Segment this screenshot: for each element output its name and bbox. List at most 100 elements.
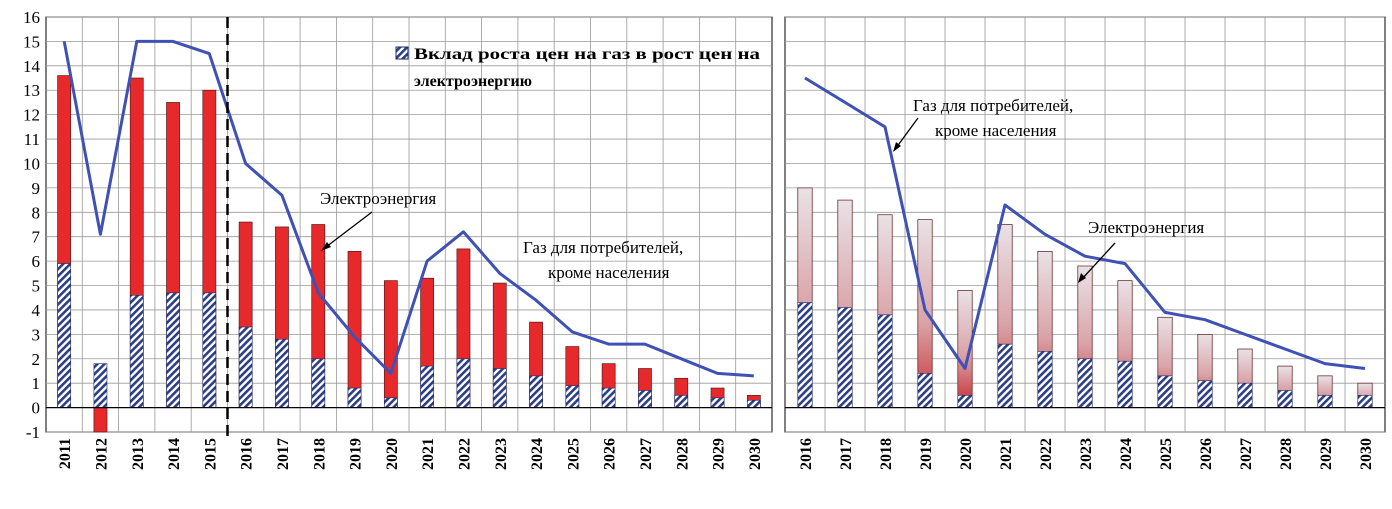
x-tick-label: 2011 bbox=[57, 438, 74, 469]
bar-gas-contribution-2019 bbox=[917, 373, 933, 408]
gas-price-line bbox=[804, 76, 1366, 370]
bar-gas-contribution-2030 bbox=[1357, 395, 1373, 408]
bar-gas-contribution-2018 bbox=[311, 358, 326, 408]
x-tick-label: 2027 bbox=[638, 438, 655, 470]
y-tick-label: 10 bbox=[23, 154, 40, 173]
x-tick-label: 2017 bbox=[838, 438, 855, 470]
left-annotation-electricity: Электроэнергия bbox=[320, 189, 436, 251]
bar-gas-contribution-2012 bbox=[93, 363, 108, 408]
bar-gas-contribution-2027 bbox=[1237, 382, 1253, 408]
left-electricity-label: Электроэнергия bbox=[320, 189, 436, 208]
x-tick-label: 2029 bbox=[1318, 438, 1335, 470]
y-tick-label: 3 bbox=[32, 325, 41, 344]
right-gas-arrowhead bbox=[893, 142, 901, 152]
x-tick-label: 2025 bbox=[565, 438, 582, 470]
left-gas-label-2: кроме населения bbox=[548, 263, 670, 282]
right-chart-panel: 2016 2017 2018 2019 2020 2021 2022 2023 2024 2025… bbox=[784, 16, 1386, 470]
legend: Вклад роста цен на газ в рост цен на эле… bbox=[395, 46, 760, 90]
x-tick-label: 2016 bbox=[239, 438, 256, 470]
x-tick-label: 2023 bbox=[1078, 438, 1095, 470]
bar-gas-contribution-2023 bbox=[492, 368, 507, 408]
bar-gas-contribution-2013 bbox=[129, 294, 144, 408]
x-tick-label: 2024 bbox=[529, 438, 546, 470]
bar-gas-contribution-2015 bbox=[202, 292, 217, 408]
right-gas-arrow bbox=[895, 117, 919, 149]
y-tick-label: 16 bbox=[23, 8, 40, 27]
x-tick-label: 2013 bbox=[130, 438, 147, 470]
legend-label-line2: электроэнергию bbox=[414, 73, 532, 90]
left-gridlines bbox=[46, 16, 772, 433]
right-electricity-label: Электроэнергия bbox=[1088, 218, 1204, 237]
y-tick-label: 5 bbox=[32, 277, 41, 296]
bar-gas-contribution-2026 bbox=[601, 387, 616, 408]
y-tick-label: 1 bbox=[32, 374, 41, 393]
bar-gas-contribution-2027 bbox=[638, 390, 652, 408]
bar-gas-contribution-2016 bbox=[238, 326, 253, 408]
bar-gas-contribution-2022 bbox=[1037, 351, 1053, 408]
left-bars bbox=[57, 75, 761, 433]
x-tick-label: 2018 bbox=[311, 438, 328, 470]
right-gas-label-1: Газ для потребителей, bbox=[913, 96, 1073, 115]
bar-gas-contribution-2028 bbox=[1277, 390, 1293, 408]
bar-gas-contribution-2021 bbox=[997, 343, 1013, 408]
bar-gas-contribution-2029 bbox=[710, 397, 725, 408]
y-tick-label: -1 bbox=[26, 423, 40, 442]
x-tick-label: 2015 bbox=[202, 438, 219, 470]
bar-gas-contribution-2028 bbox=[674, 395, 689, 408]
bar-gas-contribution-2020 bbox=[957, 395, 973, 408]
bar-gas-contribution-2016 bbox=[797, 302, 813, 408]
gas-price-line bbox=[62, 39, 754, 378]
bar-gas-contribution-2024 bbox=[529, 375, 543, 408]
x-tick-label: 2012 bbox=[93, 438, 110, 470]
y-tick-label: 7 bbox=[32, 228, 41, 247]
right-bars bbox=[797, 187, 1373, 408]
bar-gas-contribution-2024 bbox=[1117, 360, 1133, 408]
left-x-ticks: 2011 2012 2013 2014 2015 2016 2017 2018 2019 2020… bbox=[57, 438, 764, 470]
bar-gas-contribution-2019 bbox=[347, 387, 362, 408]
y-tick-label: 11 bbox=[24, 130, 40, 149]
left-electricity-arrow bbox=[325, 211, 373, 248]
legend-swatch bbox=[395, 46, 409, 60]
y-tick-label: 15 bbox=[23, 32, 40, 51]
x-tick-label: 2022 bbox=[1038, 438, 1055, 470]
bar-gas-contribution-2030 bbox=[747, 399, 761, 408]
bar-gas-contribution-2026 bbox=[1197, 380, 1213, 408]
x-tick-label: 2021 bbox=[998, 438, 1015, 470]
x-tick-label: 2023 bbox=[493, 438, 510, 470]
x-tick-label: 2017 bbox=[275, 438, 292, 470]
x-tick-label: 2024 bbox=[1118, 438, 1135, 470]
x-tick-label: 2014 bbox=[166, 438, 183, 470]
x-tick-label: 2030 bbox=[747, 438, 764, 470]
right-x-ticks: 2016 2017 2018 2019 2020 2021 2022 2023 2024 2025… bbox=[798, 438, 1375, 470]
bar-gas-contribution-2022 bbox=[456, 358, 471, 408]
x-tick-label: 2030 bbox=[1358, 438, 1375, 470]
y-tick-label: 14 bbox=[23, 57, 41, 76]
x-tick-label: 2019 bbox=[918, 438, 935, 470]
x-tick-label: 2019 bbox=[348, 438, 365, 470]
x-tick-label: 2020 bbox=[958, 438, 975, 470]
x-tick-label: 2026 bbox=[1198, 438, 1215, 470]
y-tick-label: 0 bbox=[32, 399, 41, 418]
bar-gas-contribution-2018 bbox=[877, 314, 893, 408]
x-tick-label: 2026 bbox=[602, 438, 619, 470]
x-tick-label: 2016 bbox=[798, 438, 815, 470]
bar-gas-contribution-2023 bbox=[1077, 358, 1093, 408]
x-tick-label: 2021 bbox=[420, 438, 437, 470]
right-electricity-arrow bbox=[1081, 242, 1116, 280]
bar-gas-contribution-2025 bbox=[565, 385, 580, 408]
right-gas-line bbox=[804, 76, 1366, 370]
right-annotation-gas: Газ для потребителей, кроме населения bbox=[893, 96, 1073, 152]
x-tick-label: 2028 bbox=[674, 438, 691, 470]
y-tick-label: 12 bbox=[23, 106, 40, 125]
right-gas-label-2: кроме населения bbox=[935, 121, 1057, 140]
bar-gas-contribution-2017 bbox=[837, 307, 853, 408]
bar-gas-contribution-2014 bbox=[166, 292, 180, 408]
y-tick-label: 6 bbox=[32, 252, 41, 271]
right-electricity-arrowhead bbox=[1078, 273, 1086, 283]
left-gas-label-1: Газ для потребителей, bbox=[523, 238, 683, 257]
x-tick-label: 2027 bbox=[1238, 438, 1255, 470]
y-tick-label: 9 bbox=[32, 179, 41, 198]
y-tick-label: 8 bbox=[32, 203, 41, 222]
